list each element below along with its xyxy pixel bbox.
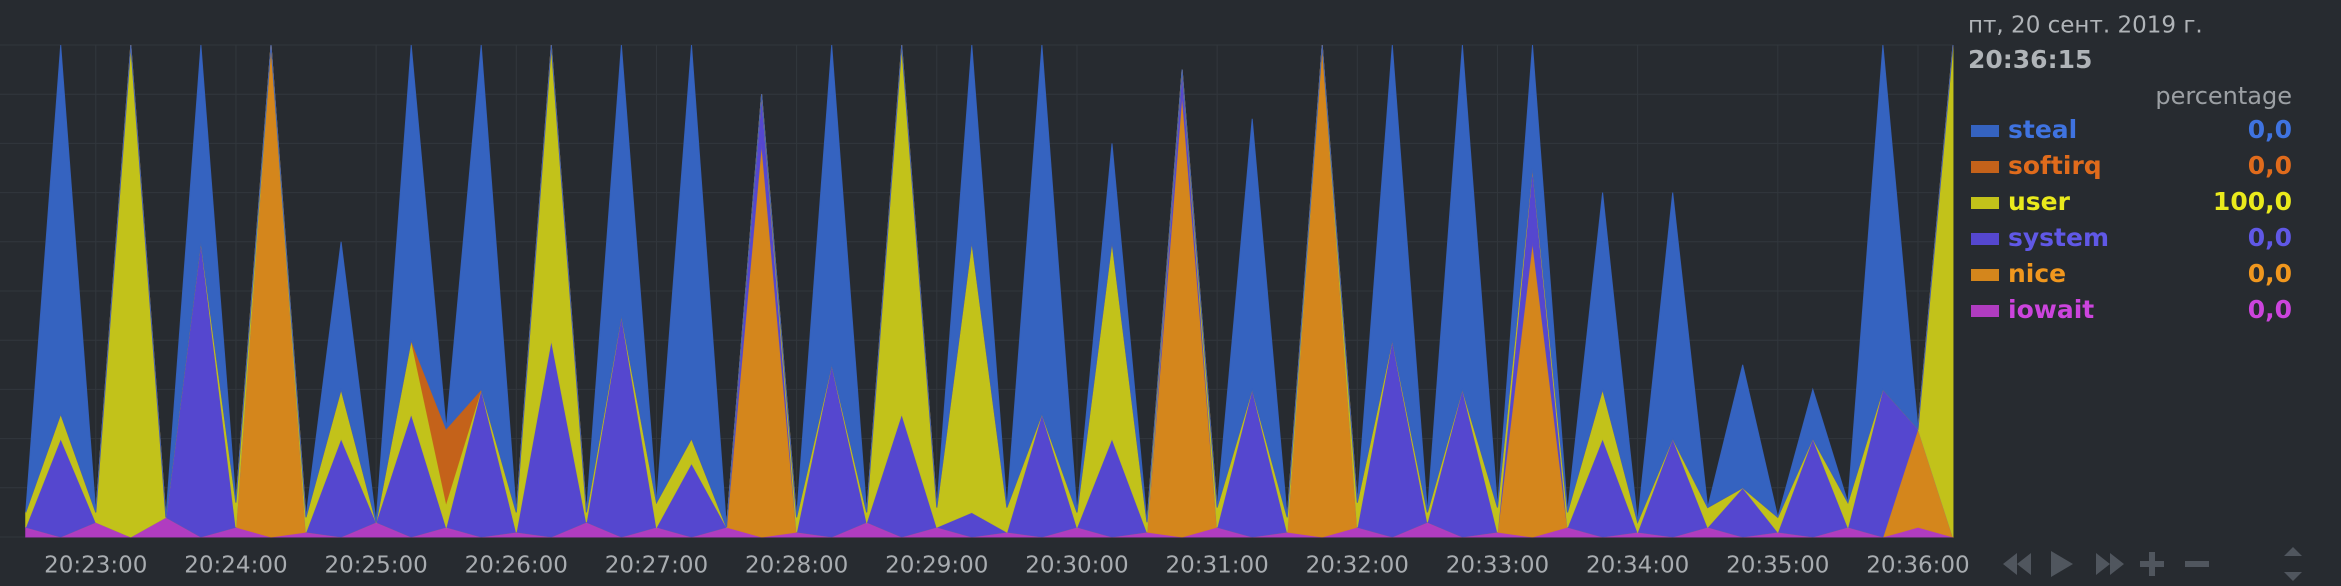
legend-value: 0,0	[2248, 223, 2292, 252]
x-tick-label: 20:25:00	[324, 553, 427, 579]
x-tick-label: 20:34:00	[1586, 553, 1689, 579]
x-axis: 20:23:00 20:24:00 20:25:00 20:26:00 20:27:00…	[44, 553, 1969, 579]
legend-swatch	[1971, 125, 1999, 137]
zoom-in-button[interactable]	[2140, 552, 2164, 576]
x-tick-label: 20:33:00	[1446, 553, 1549, 579]
x-tick-label: 20:31:00	[1165, 553, 1268, 579]
legend-name: steal	[2008, 115, 2077, 144]
legend-swatch	[1971, 161, 1999, 173]
legend-swatch	[1971, 233, 1999, 245]
area-steal	[25, 44, 1954, 528]
play-button[interactable]	[2051, 551, 2073, 577]
legend-name: softirq	[2008, 151, 2102, 180]
legend-value: 0,0	[2248, 259, 2292, 288]
legend-date: пт, 20 сент. 2019 г.	[1968, 13, 2203, 39]
rewind-button[interactable]	[2003, 553, 2031, 575]
x-tick-label: 20:24:00	[184, 553, 287, 579]
x-tick-label: 20:36:00	[1866, 553, 1969, 579]
x-tick-label: 20:32:00	[1306, 553, 1409, 579]
x-tick-label: 20:23:00	[44, 553, 147, 579]
legend-value: 0,0	[2248, 115, 2292, 144]
legend-value: 0,0	[2248, 151, 2292, 180]
legend-name: user	[2008, 187, 2071, 216]
legend-value: 0,0	[2248, 295, 2292, 324]
legend-value: 100,0	[2213, 187, 2292, 216]
legend-swatch	[1971, 269, 1999, 281]
zoom-out-button[interactable]	[2185, 561, 2209, 567]
legend-units: percentage	[2155, 82, 2292, 110]
legend-swatch	[1971, 197, 1999, 209]
x-tick-label: 20:27:00	[605, 553, 708, 579]
x-tick-label: 20:28:00	[745, 553, 848, 579]
resize-handle[interactable]	[2284, 547, 2302, 581]
timeline-controls	[2003, 547, 2302, 581]
forward-button[interactable]	[2096, 553, 2124, 575]
x-tick-label: 20:29:00	[885, 553, 988, 579]
legend-swatch	[1971, 305, 1999, 317]
legend: steal 0,0 softirq 0,0 user 100,0 system 0,0 nice…	[1971, 115, 2292, 324]
x-tick-label: 20:30:00	[1025, 553, 1128, 579]
x-tick-label: 20:35:00	[1726, 553, 1829, 579]
x-tick-label: 20:26:00	[465, 553, 568, 579]
legend-time: 20:36:15	[1968, 45, 2092, 74]
legend-name: iowait	[2008, 295, 2094, 324]
legend-name: system	[2008, 223, 2109, 252]
areas	[25, 44, 1954, 538]
legend-name: nice	[2008, 259, 2066, 288]
